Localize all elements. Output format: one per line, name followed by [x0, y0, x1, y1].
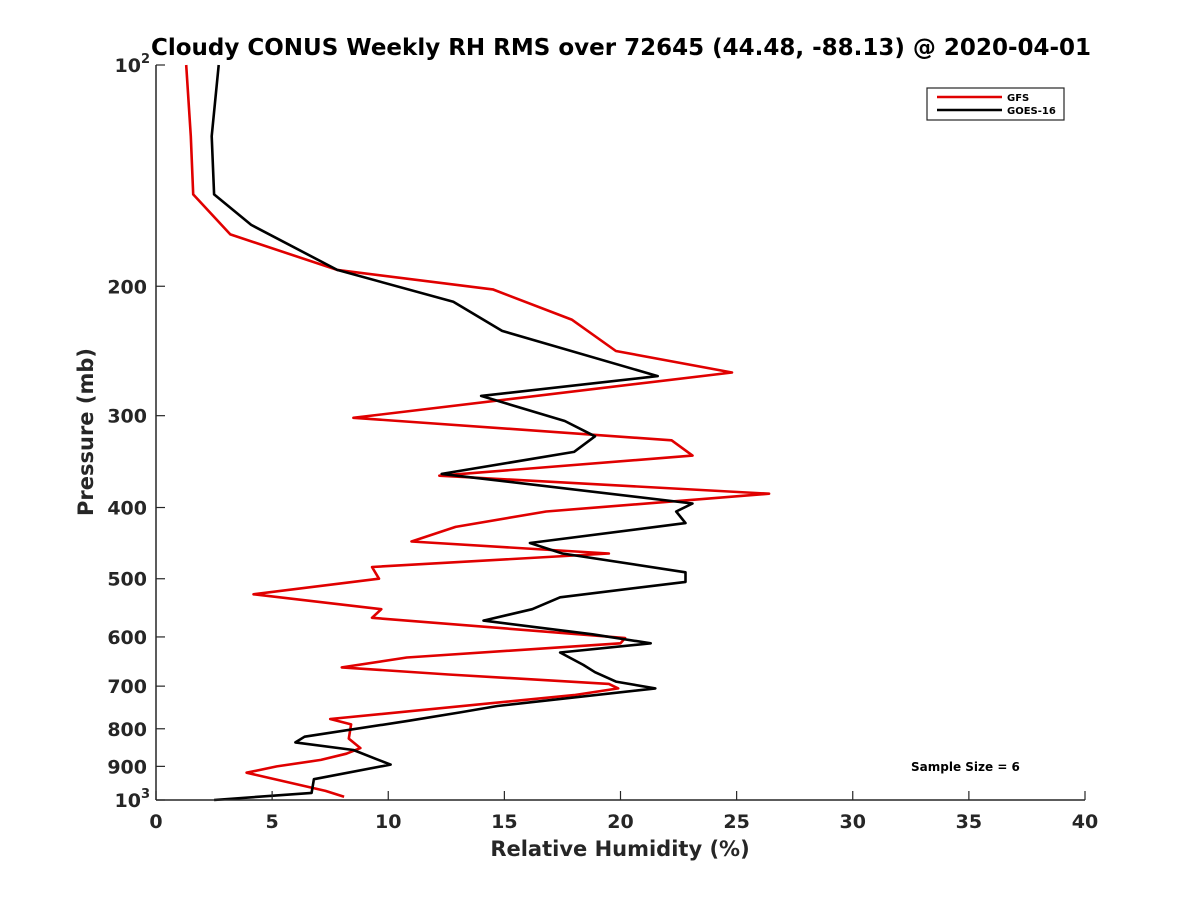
- chart-title: Cloudy CONUS Weekly RH RMS over 72645 (4…: [151, 35, 1091, 61]
- x-ticks: 0 5 10 15 20 25 30 35 40: [149, 791, 1098, 833]
- x-tick-label: 20: [607, 811, 633, 833]
- plot-axes: [155, 65, 1085, 801]
- x-tick-label: 25: [723, 811, 749, 833]
- legend-box: [926, 87, 1065, 121]
- y-tick-label: 800: [107, 719, 147, 741]
- y-tick-label: 300: [107, 406, 147, 428]
- series-line-goes16: [210, 64, 694, 802]
- x-tick-label: 5: [266, 811, 279, 833]
- y-ticks: 102 200 300 400 500 600 700 800 900 103: [107, 52, 165, 812]
- legend-label-gfs: GFS: [1007, 93, 1029, 104]
- sample-size-annotation: Sample Size = 6: [911, 760, 1020, 774]
- legend-label-goes16: GOES-16: [1007, 106, 1056, 117]
- y-tick-label: 400: [107, 498, 147, 520]
- x-tick-label: 0: [149, 811, 162, 833]
- y-tick-label: 200: [107, 276, 147, 298]
- y-tick-label: 103: [115, 787, 151, 812]
- y-tick-label: 500: [107, 569, 147, 591]
- x-tick-label: 15: [491, 811, 517, 833]
- series-layer: [184, 64, 771, 802]
- y-axis-label: Pressure (mb): [74, 348, 98, 516]
- y-tick-label: 600: [107, 627, 147, 649]
- y-tick-label: 700: [107, 676, 147, 698]
- y-tick-label: 102: [115, 52, 151, 77]
- x-tick-label: 10: [375, 811, 401, 833]
- x-tick-label: 35: [956, 811, 982, 833]
- series-line-gfs: [184, 64, 771, 799]
- x-tick-label: 30: [840, 811, 866, 833]
- x-tick-label: 40: [1072, 811, 1098, 833]
- y-tick-label: 900: [107, 756, 147, 778]
- x-axis-label: Relative Humidity (%): [490, 837, 749, 861]
- legend: GFS GOES-16: [926, 87, 1065, 121]
